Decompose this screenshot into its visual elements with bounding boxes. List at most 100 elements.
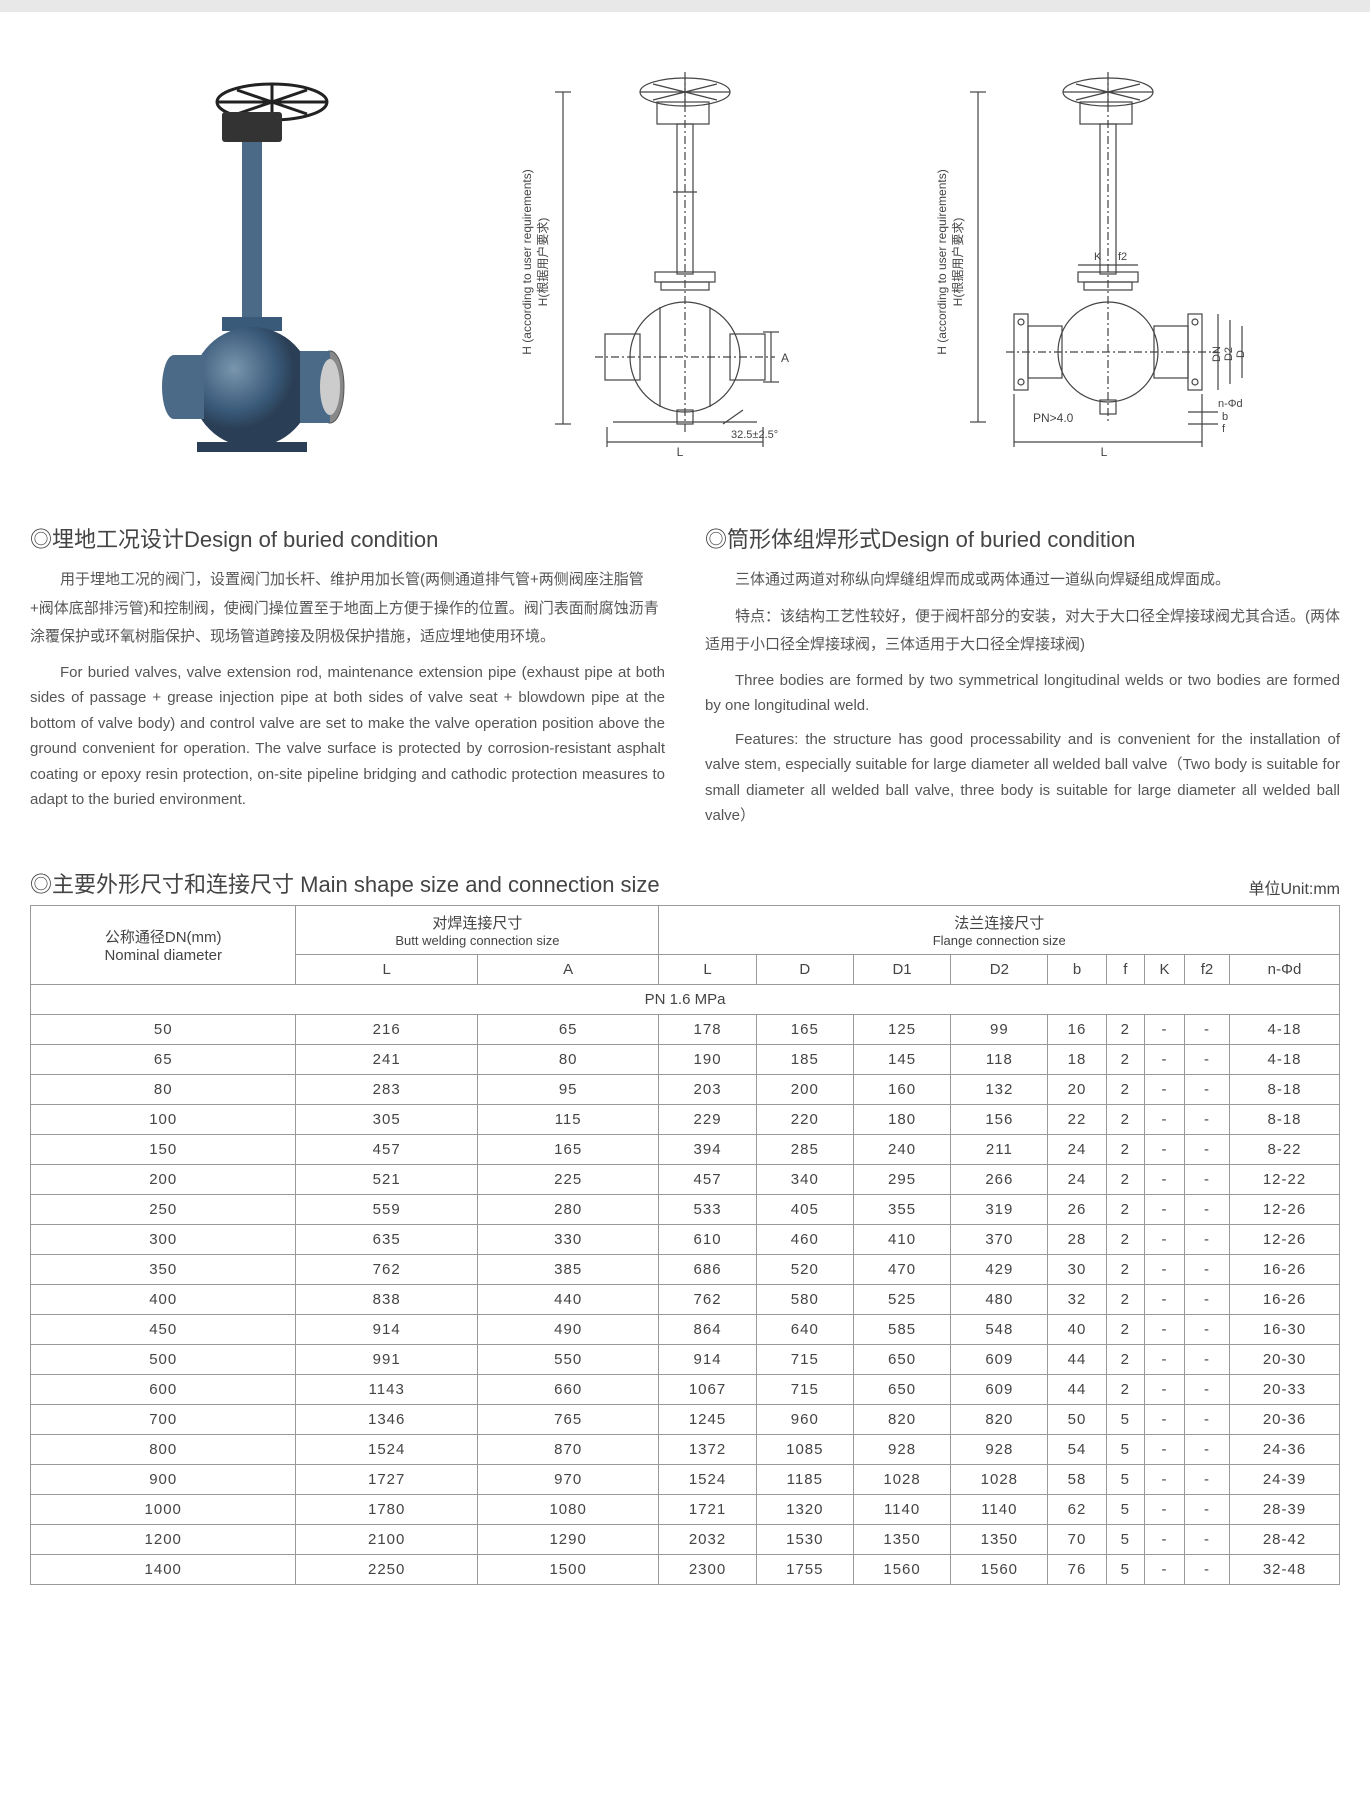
table-cell: 132	[951, 1074, 1048, 1104]
table-row: 8028395203200160132202--8-18	[31, 1074, 1340, 1104]
table-cell: 1727	[296, 1464, 477, 1494]
table-cell: 500	[31, 1344, 296, 1374]
table-cell: 5	[1106, 1494, 1144, 1524]
th-dn: 公称通径DN(mm) Nominal diameter	[31, 905, 296, 984]
table-cell: 18	[1048, 1044, 1106, 1074]
table-cell: 24	[1048, 1134, 1106, 1164]
section-right-cn1: 三体通过两道对称纵向焊缝组焊而成或两体通过一道纵向焊疑组成焊面成。	[705, 566, 1340, 595]
table-cell: 870	[477, 1434, 659, 1464]
table-cell: 1140	[951, 1494, 1048, 1524]
table-cell: 1200	[31, 1524, 296, 1554]
table-cell: 30	[1048, 1254, 1106, 1284]
table-cell: 460	[756, 1224, 853, 1254]
table-cell: -	[1184, 1194, 1229, 1224]
table-cell: -	[1184, 1554, 1229, 1584]
table-cell: 559	[296, 1194, 477, 1224]
table-cell: 838	[296, 1284, 477, 1314]
th-col: D2	[951, 954, 1048, 984]
table-cell: 180	[853, 1104, 950, 1134]
th-butt-cn: 对焊连接尺寸	[300, 912, 654, 933]
valve-photo	[102, 62, 382, 462]
table-cell: 450	[31, 1314, 296, 1344]
table-cell: 2	[1106, 1344, 1144, 1374]
table-cell: 20	[1048, 1074, 1106, 1104]
table-row: 6524180190185145118182--4-18	[31, 1044, 1340, 1074]
table-cell: 95	[477, 1074, 659, 1104]
table-row: 70013467651245960820820505--20-36	[31, 1404, 1340, 1434]
section-right-cn2: 特点：该结构工艺性较好，便于阀杆部分的安装，对大于大口径全焊接球阀尤其合适。(两…	[705, 603, 1340, 660]
table-cell: -	[1145, 1254, 1185, 1284]
th-butt-en: Butt welding connection size	[300, 933, 654, 948]
table-cell: 50	[31, 1014, 296, 1044]
table-cell: 2	[1106, 1194, 1144, 1224]
table-cell: -	[1145, 1404, 1185, 1434]
table-cell: 2	[1106, 1104, 1144, 1134]
table-row: 800152487013721085928928545--24-36	[31, 1434, 1340, 1464]
table-cell: 585	[853, 1314, 950, 1344]
table-cell: 32-48	[1230, 1554, 1340, 1584]
section-left-en: For buried valves, valve extension rod, …	[30, 660, 665, 813]
table-cell: 480	[951, 1284, 1048, 1314]
table-cell: 8-18	[1230, 1104, 1340, 1134]
dim-d: D	[1235, 350, 1247, 358]
table-cell: 715	[756, 1374, 853, 1404]
page-header-bar	[0, 0, 1370, 12]
table-cell: 65	[477, 1014, 659, 1044]
table-cell: 2032	[659, 1524, 756, 1554]
table-row: 500991550914715650609442--20-30	[31, 1344, 1340, 1374]
table-cell: 145	[853, 1044, 950, 1074]
table-cell: 1320	[756, 1494, 853, 1524]
figures-row: A L 32.5±2.5° H(根据用户要求) H (according to …	[30, 32, 1340, 502]
table-cell: 26	[1048, 1194, 1106, 1224]
table-cell: 20-30	[1230, 1344, 1340, 1374]
table-cell: -	[1184, 1074, 1229, 1104]
table-cell: 32	[1048, 1284, 1106, 1314]
table-cell: 1500	[477, 1554, 659, 1584]
table-cell: 1780	[296, 1494, 477, 1524]
table-cell: 765	[477, 1404, 659, 1434]
table-cell: 125	[853, 1014, 950, 1044]
table-row: 250559280533405355319262--12-26	[31, 1194, 1340, 1224]
table-cell: 28-42	[1230, 1524, 1340, 1554]
table-cell: 1346	[296, 1404, 477, 1434]
table-cell: -	[1184, 1164, 1229, 1194]
table-cell: 165	[756, 1014, 853, 1044]
th-col: D1	[853, 954, 950, 984]
table-cell: 5	[1106, 1434, 1144, 1464]
table-cell: 20-36	[1230, 1404, 1340, 1434]
table-cell: 4-18	[1230, 1014, 1340, 1044]
table-cell: -	[1145, 1284, 1185, 1314]
table-cell: 250	[31, 1194, 296, 1224]
table-row: 60011436601067715650609442--20-33	[31, 1374, 1340, 1404]
table-cell: 1290	[477, 1524, 659, 1554]
table-cell: 285	[756, 1134, 853, 1164]
table-cell: -	[1184, 1014, 1229, 1044]
table-cell: 156	[951, 1104, 1048, 1134]
table-cell: 580	[756, 1284, 853, 1314]
th-col: f	[1106, 954, 1144, 984]
table-cell: 1560	[853, 1554, 950, 1584]
dim-k: K	[1094, 251, 1102, 263]
section-left-title: ◎埋地工况设计Design of buried condition	[30, 522, 665, 554]
angle-label: 32.5±2.5°	[731, 429, 778, 441]
table-cell: 12-22	[1230, 1164, 1340, 1194]
table-cell: 2	[1106, 1224, 1144, 1254]
table-cell: 100	[31, 1104, 296, 1134]
table-cell: 1028	[951, 1464, 1048, 1494]
table-cell: 521	[296, 1164, 477, 1194]
table-cell: 70	[1048, 1524, 1106, 1554]
dim-dn: DN	[1211, 346, 1223, 362]
table-row: 300635330610460410370282--12-26	[31, 1224, 1340, 1254]
table-cell: 200	[31, 1164, 296, 1194]
table-cell: 600	[31, 1374, 296, 1404]
table-cell: 118	[951, 1044, 1048, 1074]
table-cell: 2300	[659, 1554, 756, 1584]
table-row: 90017279701524118510281028585--24-39	[31, 1464, 1340, 1494]
table-cell: 2100	[296, 1524, 477, 1554]
table-cell: 1372	[659, 1434, 756, 1464]
dim-b: b	[1222, 411, 1228, 423]
table-cell: 2	[1106, 1014, 1144, 1044]
table-cell: 5	[1106, 1404, 1144, 1434]
table-cell: 16	[1048, 1014, 1106, 1044]
table-cell: 280	[477, 1194, 659, 1224]
